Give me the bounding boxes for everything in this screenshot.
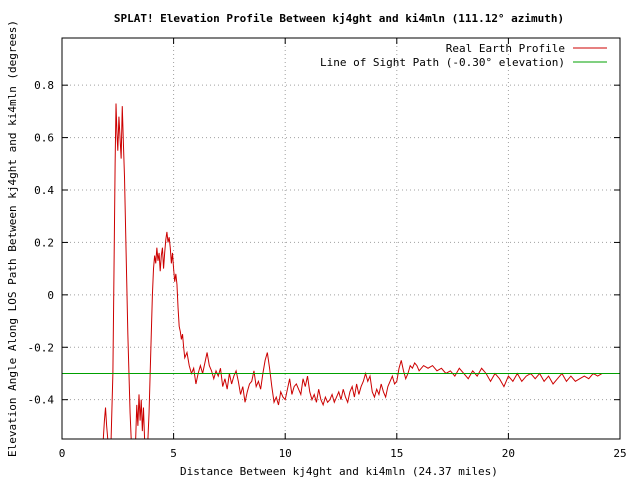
y-tick-label: 0.8 xyxy=(34,79,54,92)
legend-label: Real Earth Profile xyxy=(446,42,565,55)
y-tick-label: 0.2 xyxy=(34,236,54,249)
y-axis-ticks: -0.4 -0.2 0 0.2 0.4 0.6 0.8 xyxy=(28,79,620,407)
real-earth-profile-line xyxy=(102,103,606,439)
x-tick-label: 15 xyxy=(390,447,403,460)
legend-label: Line of Sight Path (-0.30° elevation) xyxy=(320,56,565,69)
x-tick-label: 5 xyxy=(170,447,177,460)
y-tick-label: 0 xyxy=(47,289,54,302)
x-axis-ticks: 0 5 10 15 20 25 xyxy=(59,38,627,460)
chart-title: SPLAT! Elevation Profile Between kj4ght … xyxy=(114,12,564,25)
y-axis-label: Elevation Angle Along LOS Path Between k… xyxy=(6,20,19,457)
x-tick-label: 10 xyxy=(279,447,292,460)
y-tick-label: -0.2 xyxy=(28,341,55,354)
series-layer xyxy=(62,103,620,439)
x-tick-label: 20 xyxy=(502,447,515,460)
y-tick-label: 0.4 xyxy=(34,184,54,197)
y-tick-label: 0.6 xyxy=(34,132,54,145)
plot-frame xyxy=(61,37,621,440)
grid-lines xyxy=(62,38,620,439)
y-tick-label: -0.4 xyxy=(28,394,55,407)
x-axis-label: Distance Between kj4ght and ki4mln (24.3… xyxy=(180,465,498,478)
x-tick-label: 25 xyxy=(613,447,626,460)
x-tick-label: 0 xyxy=(59,447,66,460)
